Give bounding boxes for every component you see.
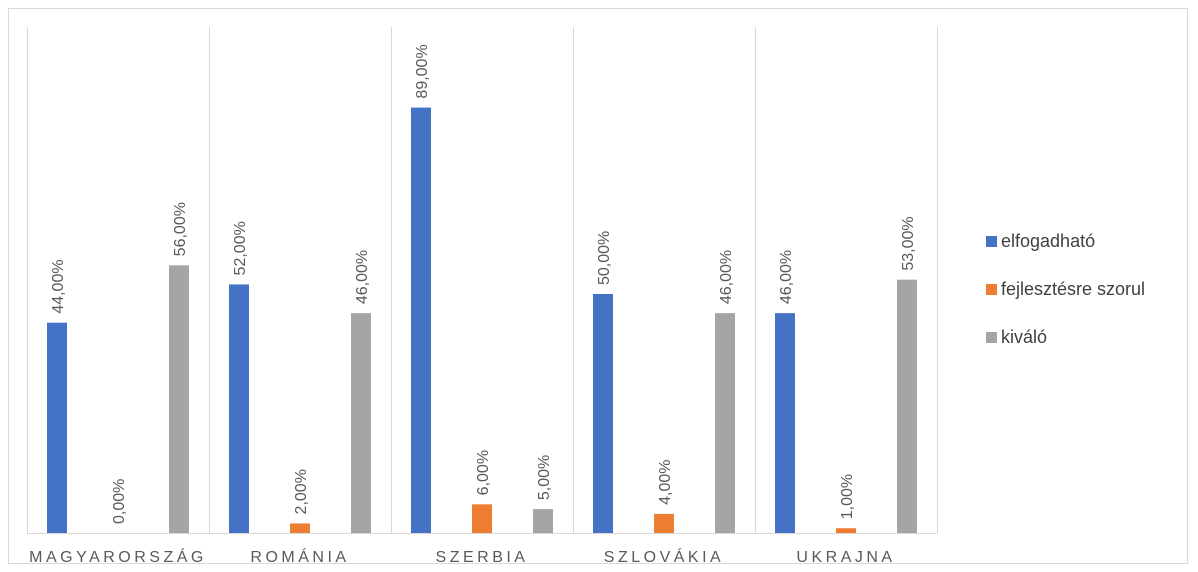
bar xyxy=(47,322,67,533)
bar xyxy=(775,313,795,533)
bar xyxy=(715,313,735,533)
legend: elfogadható fejlesztésre szorul kiváló xyxy=(986,230,1145,374)
data-label: 0,00% xyxy=(111,479,128,524)
bar xyxy=(654,513,674,533)
bar xyxy=(897,279,917,533)
bar xyxy=(533,509,553,533)
category-label: SZERBIA xyxy=(436,549,529,566)
bar xyxy=(472,504,492,533)
bar xyxy=(290,523,310,533)
data-label: 46,00% xyxy=(718,250,735,304)
data-label: 4,00% xyxy=(657,460,674,505)
legend-label-elfogadhato: elfogadható xyxy=(1001,230,1096,251)
category-label: MAGYARORSZÁG xyxy=(29,547,207,566)
data-label: 89,00% xyxy=(414,44,431,98)
bar xyxy=(169,265,189,533)
data-label: 46,00% xyxy=(354,250,371,304)
legend-item-fejlesztesre-szorul: fejlesztésre szorul xyxy=(986,278,1145,300)
legend-label-kivalo: kiváló xyxy=(1001,326,1048,347)
legend-swatch-fejlesztesre-szorul xyxy=(986,283,997,295)
legend-item-elfogadhato: elfogadható xyxy=(986,230,1145,252)
data-label: 1,00% xyxy=(839,474,856,519)
data-label: 50,00% xyxy=(596,231,613,285)
category-label: UKRAJNA xyxy=(796,549,895,566)
data-label: 5,00% xyxy=(536,455,553,500)
data-label: 52,00% xyxy=(232,221,249,275)
bar xyxy=(411,107,431,533)
data-label: 44,00% xyxy=(50,259,67,313)
data-label: 56,00% xyxy=(172,202,189,256)
bar xyxy=(593,294,613,533)
category-label: ROMÁNIA xyxy=(250,547,349,566)
bar xyxy=(351,313,371,533)
legend-swatch-kivalo xyxy=(986,331,997,343)
data-label: 53,00% xyxy=(900,216,917,270)
legend-label-fejlesztesre-szorul: fejlesztésre szorul xyxy=(1001,278,1146,299)
bar xyxy=(836,528,856,533)
data-label: 6,00% xyxy=(475,450,492,495)
category-label: SZLOVÁKIA xyxy=(604,547,724,566)
bar xyxy=(229,284,249,533)
data-label: 2,00% xyxy=(293,469,310,514)
legend-swatch-elfogadhato xyxy=(986,235,997,247)
data-label: 46,00% xyxy=(778,250,795,304)
legend-item-kivalo: kiváló xyxy=(986,326,1145,348)
